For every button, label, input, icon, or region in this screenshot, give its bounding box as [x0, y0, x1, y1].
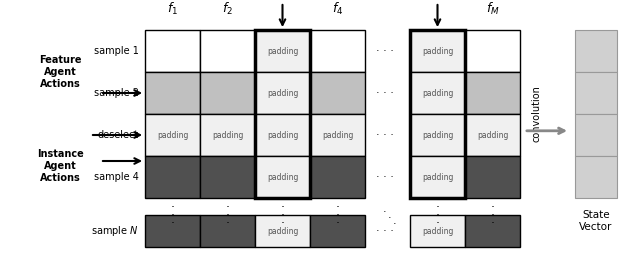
Text: ·: ·	[280, 218, 285, 230]
Bar	[255, 215, 310, 247]
Text: convolution: convolution	[532, 86, 542, 143]
Bar	[410, 30, 465, 198]
Bar	[465, 72, 520, 114]
Text: $f_4$: $f_4$	[332, 1, 343, 17]
Bar	[200, 156, 255, 198]
Bar	[575, 72, 617, 114]
Text: ·: ·	[170, 218, 175, 230]
Text: $f_2$: $f_2$	[222, 1, 233, 17]
Bar	[465, 215, 520, 247]
Text: padding: padding	[422, 172, 453, 182]
Text: ·: ·	[170, 210, 175, 223]
Bar	[410, 215, 465, 247]
Text: padding: padding	[212, 130, 243, 139]
Text: Instance
Agent
Actions: Instance Agent Actions	[36, 149, 83, 183]
Text: ·: ·	[435, 210, 440, 223]
Text: $f_M$: $f_M$	[486, 1, 499, 17]
Bar	[255, 114, 310, 156]
Bar	[200, 72, 255, 114]
Text: ·: ·	[388, 213, 392, 223]
Text: Feature
Agent
Actions: Feature Agent Actions	[39, 55, 81, 89]
Text: padding: padding	[267, 227, 298, 235]
Text: · · ·: · · ·	[376, 88, 394, 98]
Text: padding: padding	[267, 130, 298, 139]
Text: sample 4: sample 4	[94, 172, 139, 182]
Bar	[255, 30, 310, 72]
Text: ·: ·	[490, 218, 495, 230]
Text: $f_1$: $f_1$	[167, 1, 178, 17]
Text: padding: padding	[157, 130, 188, 139]
Bar	[255, 72, 310, 114]
Bar	[465, 30, 520, 72]
Bar	[255, 30, 310, 198]
Bar	[145, 156, 200, 198]
Bar	[255, 156, 310, 198]
Text: · · ·: · · ·	[376, 130, 394, 140]
Bar	[200, 114, 255, 156]
Text: ·: ·	[225, 201, 230, 214]
Bar	[145, 30, 200, 72]
Bar	[465, 156, 520, 198]
Text: padding: padding	[422, 88, 453, 97]
Bar	[410, 114, 465, 156]
Text: ·: ·	[170, 201, 175, 214]
Text: padding: padding	[267, 46, 298, 55]
Text: ·: ·	[335, 218, 339, 230]
Text: · · ·: · · ·	[376, 226, 394, 236]
Text: ·: ·	[383, 207, 387, 217]
Text: sample 2: sample 2	[94, 88, 139, 98]
Text: padding: padding	[267, 172, 298, 182]
Bar	[310, 30, 365, 72]
Bar	[410, 30, 465, 72]
Bar	[310, 72, 365, 114]
Text: ·: ·	[280, 201, 285, 214]
Bar	[575, 114, 617, 156]
Text: ·: ·	[335, 210, 339, 223]
Text: padding: padding	[267, 88, 298, 97]
Text: padding: padding	[422, 46, 453, 55]
Bar	[200, 215, 255, 247]
Bar	[310, 215, 365, 247]
Bar	[575, 156, 617, 198]
Text: padding: padding	[322, 130, 353, 139]
Text: · · ·: · · ·	[376, 46, 394, 56]
Text: ·: ·	[335, 201, 339, 214]
Bar	[145, 215, 200, 247]
Text: State
Vector: State Vector	[579, 210, 612, 232]
Text: ·: ·	[490, 210, 495, 223]
Bar	[410, 72, 465, 114]
Text: ·: ·	[435, 218, 440, 230]
Text: ·: ·	[435, 201, 440, 214]
Bar	[465, 114, 520, 156]
Text: ·: ·	[393, 219, 397, 229]
Text: · · ·: · · ·	[376, 172, 394, 182]
Bar	[575, 30, 617, 72]
Text: sample 1: sample 1	[94, 46, 139, 56]
Text: ·: ·	[225, 210, 230, 223]
Text: ·: ·	[280, 210, 285, 223]
Text: padding: padding	[422, 130, 453, 139]
Bar	[145, 114, 200, 156]
Text: padding: padding	[477, 130, 508, 139]
Text: deselect: deselect	[98, 130, 139, 140]
Bar	[200, 30, 255, 72]
Bar	[310, 114, 365, 156]
Bar	[410, 156, 465, 198]
Bar	[310, 156, 365, 198]
Bar	[145, 72, 200, 114]
Text: padding: padding	[422, 227, 453, 235]
Text: ·: ·	[490, 201, 495, 214]
Text: ·: ·	[225, 218, 230, 230]
Text: sample $N$: sample $N$	[92, 224, 139, 238]
